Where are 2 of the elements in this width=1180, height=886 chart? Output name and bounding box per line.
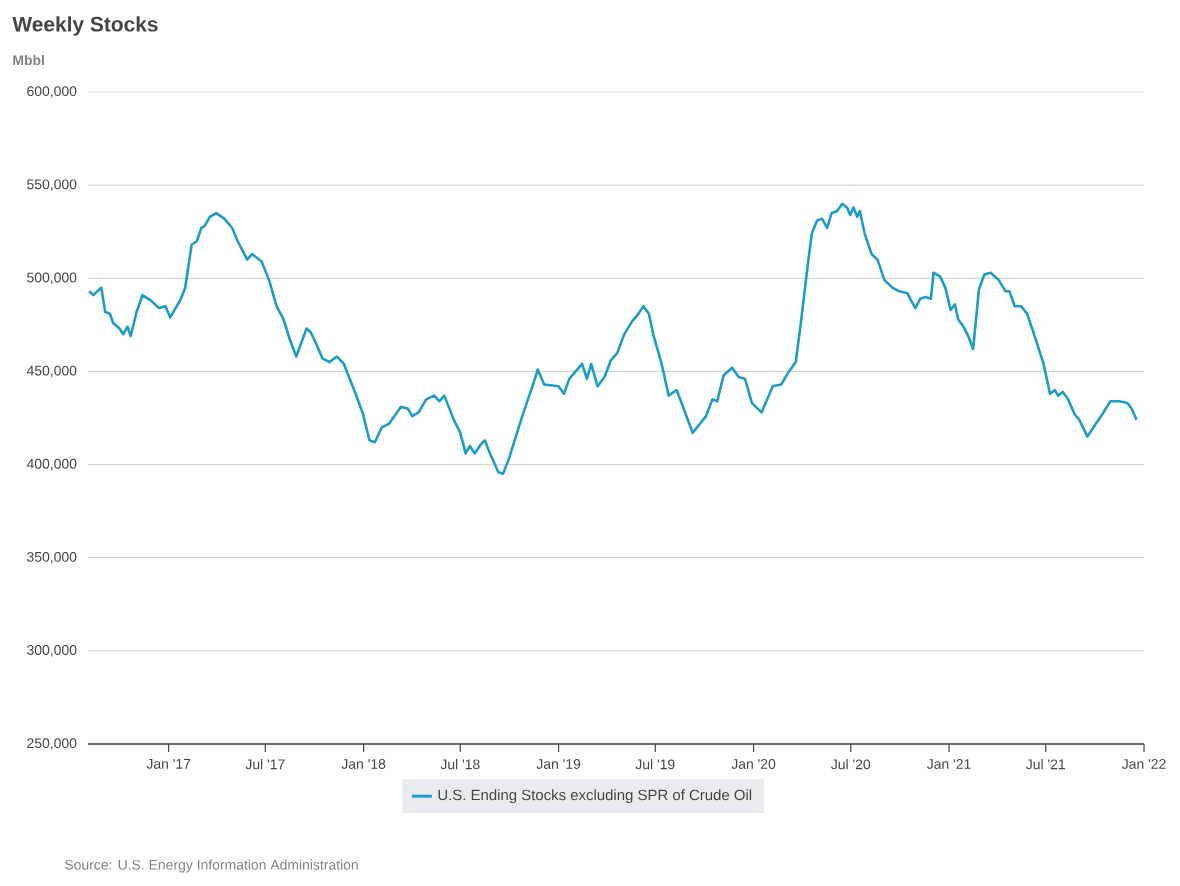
line-series <box>87 202 1138 476</box>
chart-title: Weekly Stocks <box>12 16 158 36</box>
